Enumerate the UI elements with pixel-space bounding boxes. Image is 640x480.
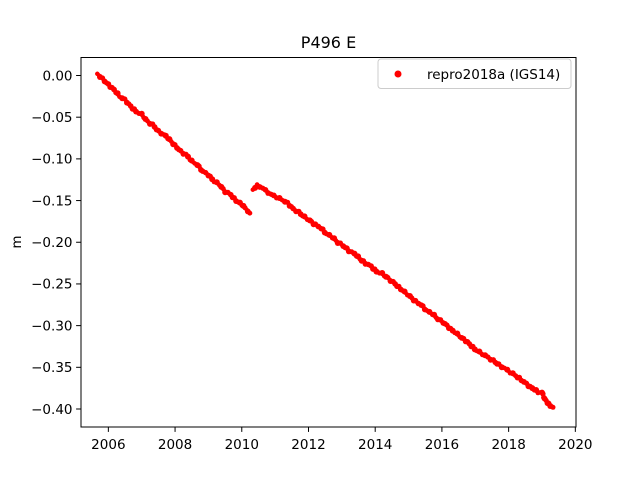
- y-axis-label: m: [9, 235, 25, 248]
- legend-entry-label: repro2018a (IGS14): [427, 67, 560, 83]
- y-tick-label: −0.40: [31, 402, 72, 418]
- x-tick-label: 2008: [158, 437, 192, 453]
- x-tick-label: 2018: [491, 437, 525, 453]
- x-tick-label: 2020: [558, 437, 592, 453]
- y-tick-label: −0.25: [31, 277, 72, 293]
- legend-marker-dot: [394, 70, 402, 78]
- data-point: [535, 390, 541, 396]
- data-point: [401, 288, 408, 295]
- data-point: [138, 110, 145, 117]
- y-tick-label: −0.05: [31, 110, 72, 126]
- y-tick-label: −0.30: [31, 318, 72, 334]
- y-tick-label: −0.15: [31, 193, 72, 209]
- x-tick-label: 2006: [91, 437, 125, 453]
- data-point: [550, 404, 556, 410]
- x-tick-label: 2014: [358, 437, 392, 453]
- legend: repro2018a (IGS14): [377, 58, 572, 89]
- x-tick-label: 2012: [291, 437, 325, 453]
- x-tick-label: 2010: [225, 437, 259, 453]
- data-point: [247, 210, 253, 216]
- y-tick-label: −0.10: [31, 152, 72, 168]
- y-tick-label: −0.20: [31, 235, 72, 251]
- plot-border: [80, 57, 577, 428]
- legend-box: [377, 58, 572, 89]
- plot-area: 2006 2008 2010 2012 2014 2016 2018 2020 0.00 −0.0…: [31, 57, 593, 453]
- x-tick-label: 2016: [425, 437, 459, 453]
- y-tick-label: −0.35: [31, 360, 72, 376]
- chart-title: P496 E: [301, 33, 356, 52]
- data-point: [504, 366, 511, 373]
- y-tick-label: 0.00: [42, 68, 72, 84]
